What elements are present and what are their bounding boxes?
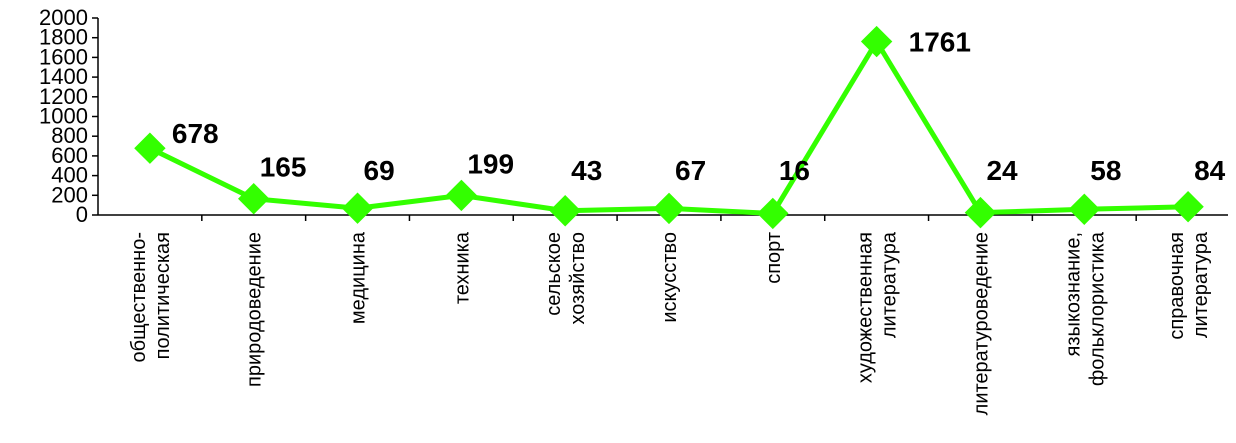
x-category-label: хозяйство <box>567 232 589 325</box>
data-label: 24 <box>986 155 1018 186</box>
data-label: 43 <box>571 155 602 186</box>
data-point-marker <box>757 197 789 230</box>
y-tick-label: 1400 <box>39 64 88 89</box>
data-label: 1761 <box>909 27 971 58</box>
y-tick-label: 200 <box>51 182 88 207</box>
y-tick-label: 0 <box>76 202 88 227</box>
data-point-marker <box>341 192 374 224</box>
data-label: 67 <box>675 155 706 186</box>
data-point-marker <box>549 195 581 227</box>
data-label: 16 <box>779 155 810 186</box>
x-category-label: медицина <box>348 231 370 324</box>
y-tick-label: 600 <box>51 143 88 168</box>
x-category-label: общественно- <box>128 232 150 363</box>
x-category-label: фольклористика <box>1086 231 1108 386</box>
data-point-marker <box>653 192 685 225</box>
y-tick-label: 1600 <box>39 44 88 69</box>
data-point-marker <box>238 183 270 215</box>
x-category-label: искусство <box>659 232 681 323</box>
data-label: 678 <box>172 118 219 149</box>
data-labels-group: 678 165 69 199 43 67 16 1761 24 58 84 <box>172 27 1226 186</box>
data-label: 165 <box>260 152 307 183</box>
data-label: 199 <box>467 148 514 179</box>
data-point-marker <box>964 196 997 229</box>
x-category-label: языкознание, <box>1062 232 1084 356</box>
x-category-label: литература <box>879 231 901 338</box>
series-line <box>148 36 1189 216</box>
x-category-label: техника <box>451 231 473 304</box>
x-category-label: справочная <box>1166 232 1188 340</box>
y-tick-label: 1000 <box>39 104 88 129</box>
y-tick-label: 800 <box>51 123 88 148</box>
data-label: 84 <box>1194 155 1226 186</box>
y-tick-label: 1200 <box>39 84 88 109</box>
data-point-marker <box>1172 191 1204 223</box>
x-category-label: художественная <box>855 232 877 383</box>
y-tick-label: 400 <box>51 163 88 188</box>
data-point-marker <box>134 132 166 164</box>
y-tick-label: 2000 <box>39 5 88 30</box>
data-label: 58 <box>1090 155 1121 186</box>
x-category-label: литература <box>1190 231 1212 338</box>
x-category-label: природоведение <box>244 232 266 387</box>
data-point-marker <box>1068 193 1100 225</box>
data-label: 69 <box>364 155 395 186</box>
y-tick-label: 1800 <box>39 25 88 50</box>
series-line-group <box>134 25 1204 230</box>
x-category-label: сельское <box>543 232 565 316</box>
x-category-label: литературоведение <box>970 232 992 415</box>
data-point-marker <box>860 25 893 58</box>
x-category-label: спорт <box>763 232 785 284</box>
data-point-marker <box>445 179 478 212</box>
x-category-label: политическая <box>152 232 174 359</box>
